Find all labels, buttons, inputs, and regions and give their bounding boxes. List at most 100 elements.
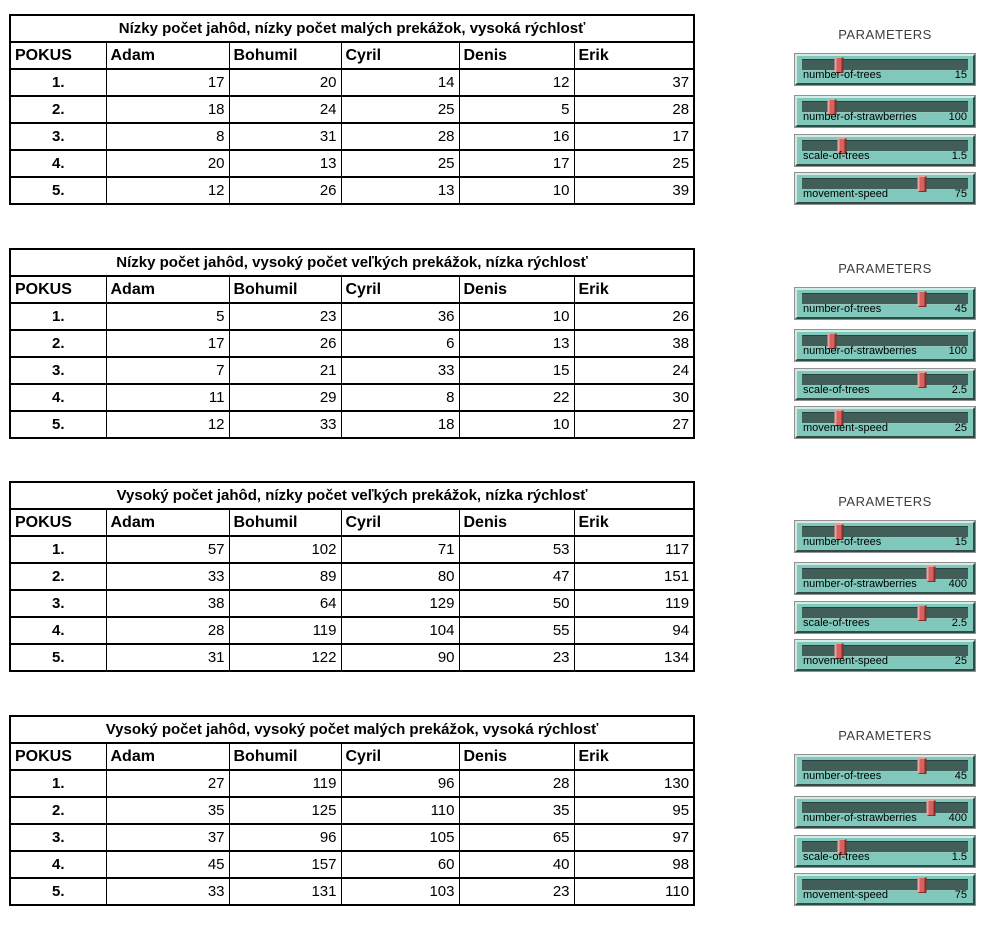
results-table: Nízky počet jahôd, vysoký počet veľkých … bbox=[9, 248, 696, 439]
table-row: 4. 28 119 104 55 94 bbox=[9, 616, 695, 645]
slider-number-of-trees[interactable]: number-of-trees 45 bbox=[794, 287, 976, 320]
slider-value: 100 bbox=[948, 111, 967, 123]
result-cell: 24 bbox=[228, 95, 342, 124]
slider-label: movement-speed bbox=[803, 655, 888, 667]
result-cell: 119 bbox=[573, 589, 695, 618]
slider-groove[interactable] bbox=[802, 176, 968, 192]
column-header-bohumil: Bohumil bbox=[228, 41, 342, 70]
slider-number-of-strawberries[interactable]: number-of-strawberries 400 bbox=[794, 562, 976, 595]
column-header-pokus: POKUS bbox=[9, 275, 107, 304]
result-cell: 96 bbox=[340, 769, 460, 798]
slider-thumb[interactable] bbox=[834, 524, 844, 540]
slider-thumb[interactable] bbox=[834, 643, 844, 659]
result-cell: 38 bbox=[105, 589, 230, 618]
scenario-group: Nízky počet jahôd, nízky počet malých pr… bbox=[0, 14, 983, 220]
slider-value: 45 bbox=[954, 303, 967, 315]
slider-movement-speed[interactable]: movement-speed 75 bbox=[794, 873, 976, 906]
slider-groove[interactable] bbox=[802, 839, 968, 855]
result-cell: 5 bbox=[458, 95, 575, 124]
result-cell: 17 bbox=[573, 122, 695, 151]
slider-number-of-trees[interactable]: number-of-trees 15 bbox=[794, 520, 976, 553]
result-cell: 125 bbox=[228, 796, 342, 825]
slider-thumb[interactable] bbox=[917, 372, 927, 388]
slider-groove[interactable] bbox=[802, 291, 968, 307]
slider-groove[interactable] bbox=[802, 99, 968, 115]
slider-thumb[interactable] bbox=[926, 566, 936, 582]
slider-movement-speed[interactable]: movement-speed 25 bbox=[794, 639, 976, 672]
result-cell: 35 bbox=[458, 796, 575, 825]
slider-value: 400 bbox=[948, 812, 967, 824]
slider-number-of-strawberries[interactable]: number-of-strawberries 100 bbox=[794, 95, 976, 128]
slider-groove[interactable] bbox=[802, 800, 968, 816]
table-row: 1. 5 23 36 10 26 bbox=[9, 302, 695, 331]
slider-thumb[interactable] bbox=[917, 176, 927, 192]
table-row: 5. 31 122 90 23 134 bbox=[9, 643, 695, 672]
slider-groove[interactable] bbox=[802, 758, 968, 774]
column-header-adam: Adam bbox=[105, 508, 230, 537]
slider-thumb[interactable] bbox=[827, 333, 837, 349]
slider-groove[interactable] bbox=[802, 333, 968, 349]
result-cell: 22 bbox=[458, 383, 575, 412]
slider-groove[interactable] bbox=[802, 605, 968, 621]
column-header-bohumil: Bohumil bbox=[228, 508, 342, 537]
slider-groove[interactable] bbox=[802, 566, 968, 582]
slider-value: 25 bbox=[954, 422, 967, 434]
result-cell: 28 bbox=[573, 95, 695, 124]
slider-value: 2.5 bbox=[951, 617, 967, 629]
slider-thumb[interactable] bbox=[917, 291, 927, 307]
column-header-denis: Denis bbox=[458, 508, 575, 537]
slider-groove[interactable] bbox=[802, 57, 968, 73]
slider-thumb[interactable] bbox=[834, 410, 844, 426]
result-cell: 6 bbox=[340, 329, 460, 358]
slider-thumb[interactable] bbox=[917, 877, 927, 893]
slider-label: number-of-trees bbox=[803, 770, 882, 782]
slider-number-of-strawberries[interactable]: number-of-strawberries 100 bbox=[794, 329, 976, 362]
slider-scale-of-trees[interactable]: scale-of-trees 2.5 bbox=[794, 601, 976, 634]
column-header-cyril: Cyril bbox=[340, 742, 460, 771]
parameters-heading: PARAMETERS bbox=[838, 728, 932, 743]
table-title-row: Vysoký počet jahôd, nízky počet veľkých … bbox=[9, 481, 695, 510]
slider-groove[interactable] bbox=[802, 372, 968, 388]
table-title: Vysoký počet jahôd, vysoký počet malých … bbox=[9, 715, 695, 744]
result-cell: 36 bbox=[340, 302, 460, 331]
slider-movement-speed[interactable]: movement-speed 75 bbox=[794, 172, 976, 205]
slider-thumb[interactable] bbox=[926, 800, 936, 816]
slider-scale-of-trees[interactable]: scale-of-trees 1.5 bbox=[794, 835, 976, 868]
trial-label: 1. bbox=[9, 302, 107, 331]
slider-thumb[interactable] bbox=[837, 839, 847, 855]
slider-value: 2.5 bbox=[951, 384, 967, 396]
slider-label: number-of-trees bbox=[803, 536, 882, 548]
slider-movement-speed[interactable]: movement-speed 25 bbox=[794, 406, 976, 439]
slider-thumb[interactable] bbox=[917, 605, 927, 621]
slider-label: number-of-strawberries bbox=[803, 111, 917, 123]
result-cell: 27 bbox=[105, 769, 230, 798]
result-cell: 12 bbox=[458, 68, 575, 97]
slider-groove[interactable] bbox=[802, 410, 968, 426]
column-header-denis: Denis bbox=[458, 275, 575, 304]
result-cell: 40 bbox=[458, 850, 575, 879]
result-cell: 110 bbox=[573, 877, 695, 906]
result-cell: 80 bbox=[340, 562, 460, 591]
slider-scale-of-trees[interactable]: scale-of-trees 1.5 bbox=[794, 134, 976, 167]
slider-groove[interactable] bbox=[802, 877, 968, 893]
scenario-group: Vysoký počet jahôd, nízky počet veľkých … bbox=[0, 481, 983, 687]
slider-number-of-trees[interactable]: number-of-trees 15 bbox=[794, 53, 976, 86]
slider-thumb[interactable] bbox=[917, 758, 927, 774]
result-cell: 13 bbox=[340, 176, 460, 205]
slider-thumb[interactable] bbox=[827, 99, 837, 115]
table-row: 2. 33 89 80 47 151 bbox=[9, 562, 695, 591]
slider-groove[interactable] bbox=[802, 524, 968, 540]
slider-groove[interactable] bbox=[802, 138, 968, 154]
slider-scale-of-trees[interactable]: scale-of-trees 2.5 bbox=[794, 368, 976, 401]
results-table: Vysoký počet jahôd, vysoký počet malých … bbox=[9, 715, 696, 906]
slider-groove[interactable] bbox=[802, 643, 968, 659]
column-header-cyril: Cyril bbox=[340, 275, 460, 304]
result-cell: 110 bbox=[340, 796, 460, 825]
slider-number-of-trees[interactable]: number-of-trees 45 bbox=[794, 754, 976, 787]
table-row: 3. 38 64 129 50 119 bbox=[9, 589, 695, 618]
slider-number-of-strawberries[interactable]: number-of-strawberries 400 bbox=[794, 796, 976, 829]
slider-thumb[interactable] bbox=[834, 57, 844, 73]
column-header-bohumil: Bohumil bbox=[228, 275, 342, 304]
slider-thumb[interactable] bbox=[837, 138, 847, 154]
trial-label: 2. bbox=[9, 329, 107, 358]
